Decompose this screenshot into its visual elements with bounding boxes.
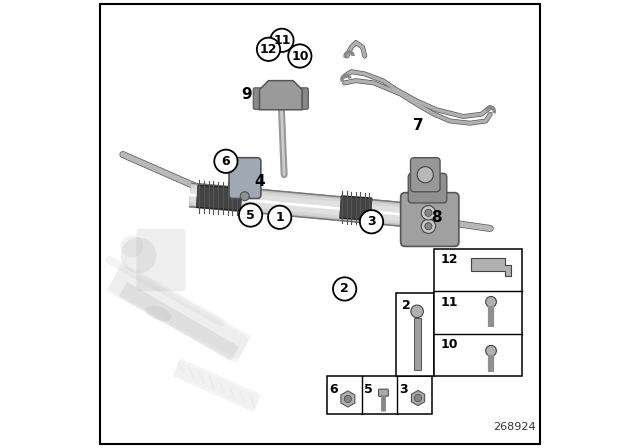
Circle shape: [121, 235, 143, 258]
Polygon shape: [412, 391, 424, 406]
Text: 12: 12: [260, 43, 277, 56]
Text: 7: 7: [413, 118, 424, 133]
Text: 12: 12: [440, 253, 458, 266]
Circle shape: [288, 44, 312, 68]
FancyBboxPatch shape: [396, 293, 435, 376]
Text: 1: 1: [275, 211, 284, 224]
FancyBboxPatch shape: [410, 158, 440, 192]
FancyBboxPatch shape: [378, 389, 388, 396]
Text: 3: 3: [367, 215, 376, 228]
FancyBboxPatch shape: [413, 318, 420, 370]
FancyBboxPatch shape: [229, 158, 261, 198]
Circle shape: [425, 209, 432, 216]
Ellipse shape: [146, 306, 172, 321]
FancyBboxPatch shape: [408, 173, 447, 203]
Circle shape: [360, 210, 383, 233]
Polygon shape: [260, 81, 302, 110]
Text: 8: 8: [431, 210, 442, 225]
Circle shape: [486, 345, 497, 356]
Text: 6: 6: [221, 155, 230, 168]
FancyBboxPatch shape: [435, 249, 522, 376]
Text: 4: 4: [254, 174, 265, 189]
Text: 10: 10: [440, 338, 458, 351]
Circle shape: [417, 167, 433, 183]
Circle shape: [268, 206, 291, 229]
FancyBboxPatch shape: [296, 88, 308, 109]
Text: 2: 2: [401, 299, 410, 312]
FancyBboxPatch shape: [401, 193, 459, 246]
Text: 9: 9: [241, 86, 252, 102]
Text: 6: 6: [329, 383, 337, 396]
Circle shape: [421, 206, 436, 220]
Circle shape: [411, 305, 424, 318]
Circle shape: [415, 395, 422, 402]
Text: 11: 11: [440, 296, 458, 309]
Text: 5: 5: [246, 208, 255, 222]
Polygon shape: [341, 391, 355, 407]
Text: 5: 5: [364, 383, 372, 396]
FancyBboxPatch shape: [253, 88, 266, 109]
Circle shape: [333, 277, 356, 301]
Circle shape: [240, 192, 249, 201]
Text: 2: 2: [340, 282, 349, 296]
Text: 10: 10: [291, 49, 308, 63]
Text: 268924: 268924: [493, 422, 536, 432]
Circle shape: [214, 150, 237, 173]
FancyBboxPatch shape: [327, 376, 432, 414]
Circle shape: [257, 38, 280, 61]
Circle shape: [486, 297, 497, 307]
Circle shape: [270, 29, 294, 52]
Polygon shape: [471, 258, 511, 276]
Text: 11: 11: [273, 34, 291, 47]
FancyBboxPatch shape: [100, 4, 540, 444]
Circle shape: [421, 219, 436, 233]
Circle shape: [425, 223, 432, 230]
Circle shape: [239, 203, 262, 227]
Text: 3: 3: [399, 383, 408, 396]
FancyBboxPatch shape: [136, 228, 186, 291]
Circle shape: [120, 237, 157, 273]
Circle shape: [344, 396, 351, 403]
